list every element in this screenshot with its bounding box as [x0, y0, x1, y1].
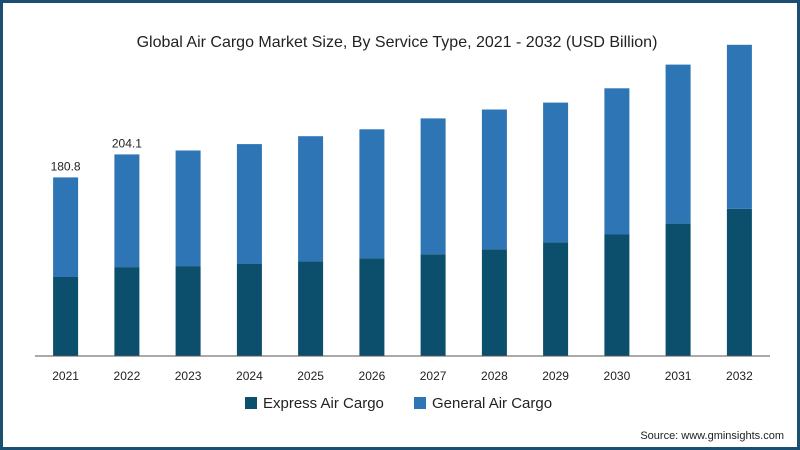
bar-express-2026	[359, 258, 385, 356]
bar-general-2028	[481, 109, 507, 250]
bar-express-2029	[543, 242, 569, 356]
bar-express-2030	[604, 234, 630, 356]
data-label-2022: 204.1	[112, 136, 142, 150]
x-tick-label-2024: 2024	[236, 369, 263, 383]
bar-general-2021	[53, 177, 79, 277]
bar-express-2025	[298, 261, 324, 356]
x-tick-label-2030: 2030	[604, 369, 631, 383]
x-tick-label-2025: 2025	[297, 369, 324, 383]
bar-express-2031	[665, 223, 691, 356]
x-tick-label-2031: 2031	[665, 369, 692, 383]
legend-swatch-general	[414, 397, 426, 409]
x-tick-label-2026: 2026	[359, 369, 386, 383]
x-tick-label-2027: 2027	[420, 369, 447, 383]
bar-express-2021	[53, 277, 79, 356]
legend-label-express: Express Air Cargo	[263, 395, 384, 412]
bar-general-2024	[236, 144, 262, 264]
x-tick-label-2029: 2029	[542, 369, 569, 383]
bar-express-2032	[726, 208, 752, 356]
bars-group	[53, 44, 752, 356]
bar-general-2025	[298, 136, 324, 262]
bar-general-2026	[359, 129, 385, 259]
data-label-2021: 180.8	[51, 159, 81, 173]
bar-express-2024	[236, 263, 262, 356]
bar-general-2030	[604, 88, 630, 235]
source-note: Source: www.gminsights.com	[640, 430, 784, 442]
legend-swatch-express	[245, 397, 257, 409]
x-tick-label-2021: 2021	[52, 369, 79, 383]
legend-label-general: General Air Cargo	[432, 395, 552, 412]
bar-express-2022	[114, 267, 140, 356]
bar-express-2027	[420, 254, 446, 356]
bar-general-2027	[420, 118, 446, 255]
bar-general-2022	[114, 154, 140, 268]
legend: Express Air Cargo General Air Cargo	[245, 395, 552, 412]
chart-title: Global Air Cargo Market Size, By Service…	[136, 34, 658, 51]
bar-express-2023	[175, 266, 201, 356]
labels-group: 2021 2022 2023 2024 2025 2026 2027 2028 2029 2030…	[51, 136, 753, 383]
bar-general-2031	[665, 64, 691, 224]
bar-general-2023	[175, 150, 201, 267]
bar-general-2029	[543, 102, 569, 243]
x-tick-label-2032: 2032	[726, 369, 753, 383]
bar-express-2028	[481, 249, 507, 356]
x-tick-label-2023: 2023	[175, 369, 202, 383]
x-tick-label-2028: 2028	[481, 369, 508, 383]
x-tick-label-2022: 2022	[114, 369, 141, 383]
bar-general-2032	[726, 44, 752, 209]
